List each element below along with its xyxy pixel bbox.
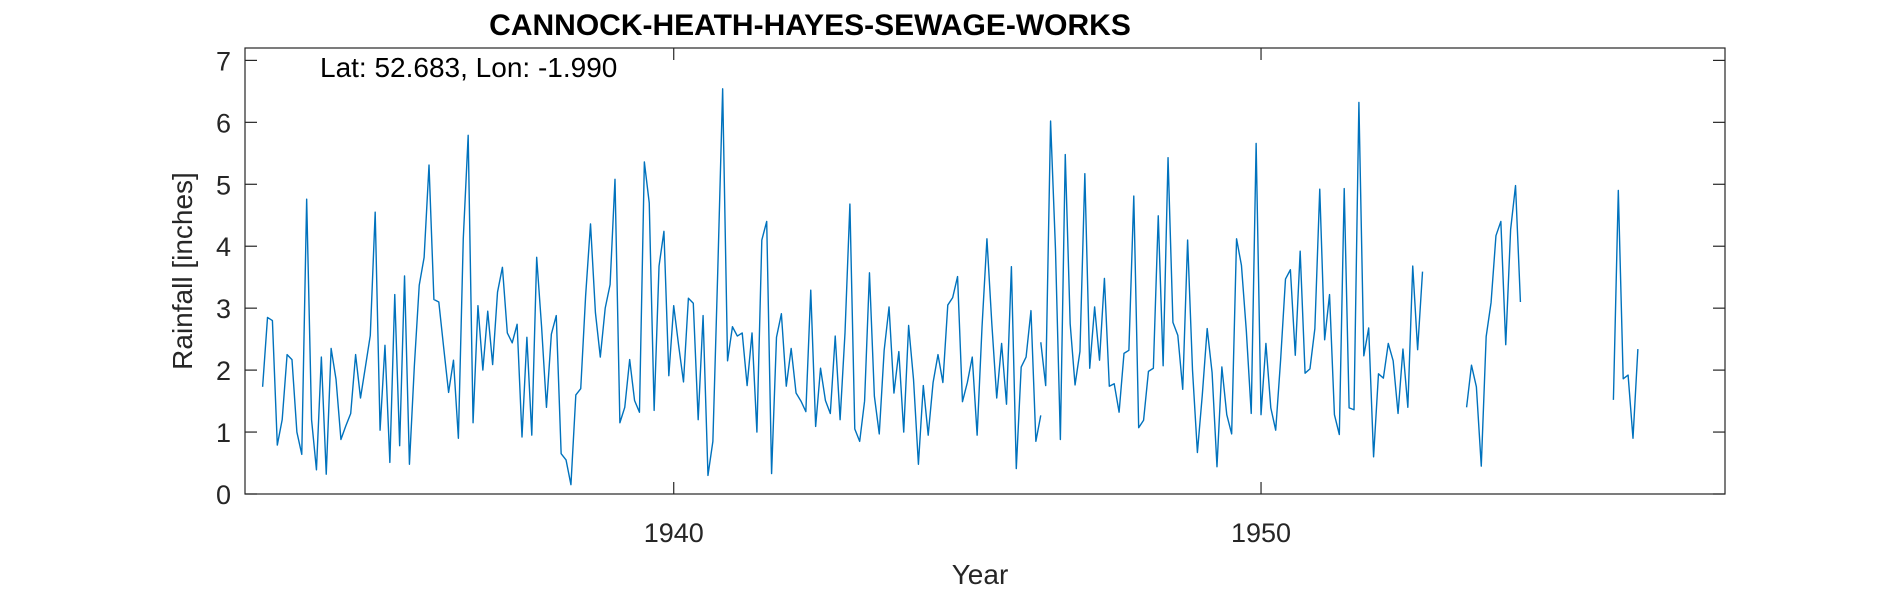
location-annotation: Lat: 52.683, Lon: -1.990 — [320, 52, 617, 83]
rainfall-series-line-3 — [1465, 184, 1522, 467]
x-tick-label: 1950 — [1231, 518, 1291, 548]
y-tick-label: 5 — [216, 170, 231, 200]
y-axis: 0 1 2 3 4 5 6 7 — [216, 46, 1725, 510]
chart-title: CANNOCK-HEATH-HAYES-SEWAGE-WORKS — [489, 9, 1131, 42]
y-tick-label: 7 — [216, 46, 231, 76]
rainfall-series-line-1 — [261, 88, 1042, 486]
rainfall-series-group — [261, 88, 1639, 486]
x-axis-label: Year — [952, 559, 1009, 590]
y-tick-label: 1 — [216, 418, 231, 448]
y-tick-label: 4 — [216, 232, 231, 262]
rainfall-series-line-4 — [1612, 189, 1639, 439]
plot-frame — [244, 47, 1726, 495]
y-tick-label: 0 — [216, 480, 231, 510]
y-tick-label: 3 — [216, 294, 231, 324]
y-tick-label: 2 — [216, 356, 231, 386]
rainfall-series-line-2 — [1040, 101, 1424, 468]
y-axis-label: Rainfall [inches] — [167, 172, 198, 370]
x-axis: 1940 1950 — [644, 48, 1291, 548]
y-tick-label: 6 — [216, 108, 231, 138]
x-tick-label: 1940 — [644, 518, 704, 548]
